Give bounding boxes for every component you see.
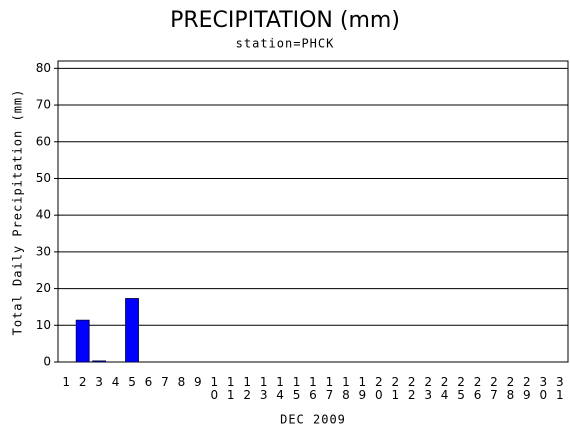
x-tick-label: 9	[194, 375, 202, 389]
y-axis-label: Total Daily Precipitation (mm)	[11, 89, 25, 336]
bar	[92, 360, 107, 363]
y-tick-label: 20	[36, 281, 51, 295]
y-tick-label: 40	[36, 208, 51, 222]
y-tick-label: 30	[36, 244, 51, 258]
y-tick-label: 60	[36, 134, 51, 148]
y-tick-label: 80	[36, 61, 51, 75]
y-tick-label: 50	[36, 171, 51, 185]
x-tick-label: 5	[128, 375, 136, 389]
x-tick-label: 2	[79, 375, 87, 389]
y-tick-label: 70	[36, 98, 51, 112]
x-tick-label: 4	[112, 375, 120, 389]
chart-title: PRECIPITATION (mm)	[170, 8, 400, 33]
x-tick-label: 1	[62, 375, 70, 389]
plot-frame	[57, 60, 569, 363]
bar	[75, 319, 90, 363]
x-axis-label: DEC 2009	[280, 413, 346, 427]
x-tick-label: 8	[178, 375, 186, 389]
x-tick-label: 6	[145, 375, 153, 389]
y-tick-label: 10	[36, 318, 51, 332]
bar	[125, 298, 139, 363]
x-tick-label: 7	[161, 375, 169, 389]
x-tick-label: 3	[95, 375, 103, 389]
chart-subtitle: station=PHCK	[236, 37, 335, 51]
y-tick-label: 0	[43, 355, 51, 369]
